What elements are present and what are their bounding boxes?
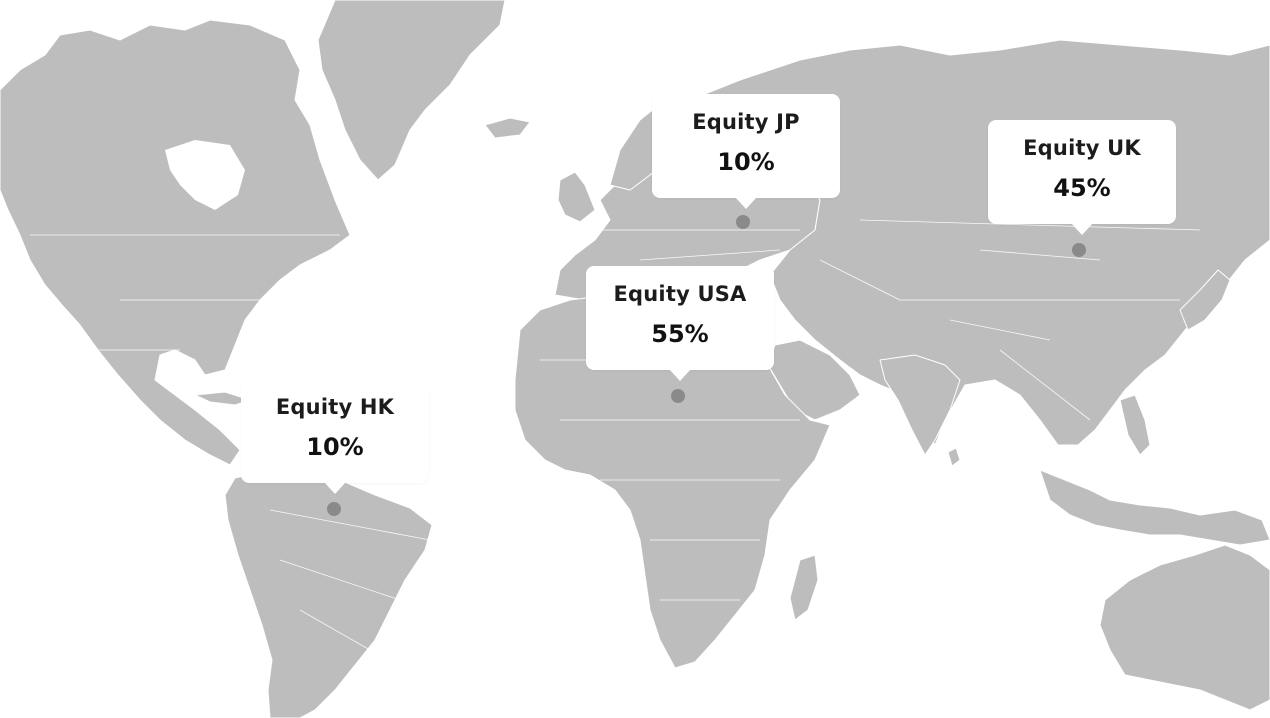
iceland-shape — [484, 117, 531, 139]
callout-value: 55% — [651, 320, 709, 348]
north-america-shape — [0, 19, 351, 466]
callout-equity-jp: Equity JP 10% — [652, 94, 840, 209]
callout-equity-uk: Equity UK 45% — [988, 120, 1176, 235]
greenland-shape — [317, 0, 506, 181]
location-marker-uk — [1072, 243, 1086, 257]
south-america-shape — [224, 469, 433, 718]
location-marker-hk — [327, 502, 341, 516]
location-marker-jp — [736, 215, 750, 229]
japan-shape — [1179, 269, 1231, 331]
sri-lanka-shape — [947, 447, 961, 467]
country-borders — [30, 219, 1201, 651]
callout-equity-hk: Equity HK 10% — [241, 379, 429, 494]
madagascar-shape — [789, 554, 819, 621]
location-marker-usa — [671, 389, 685, 403]
callout-value: 10% — [717, 148, 775, 176]
uk-shape — [557, 171, 596, 223]
callout-equity-usa: Equity USA 55% — [586, 266, 774, 381]
callout-label: Equity USA — [613, 282, 747, 306]
callout-label: Equity UK — [1023, 136, 1141, 160]
philippines-shape — [1119, 394, 1151, 456]
hudson-bay-shape — [165, 140, 245, 210]
india-shape — [879, 354, 961, 456]
callout-label: Equity HK — [275, 395, 395, 419]
callout-value: 10% — [306, 433, 364, 461]
australia-shape — [1099, 544, 1270, 711]
callout-value: 45% — [1053, 174, 1111, 202]
southeast-asia-islands-shape — [1039, 469, 1270, 546]
callout-label: Equity JP — [692, 110, 800, 134]
